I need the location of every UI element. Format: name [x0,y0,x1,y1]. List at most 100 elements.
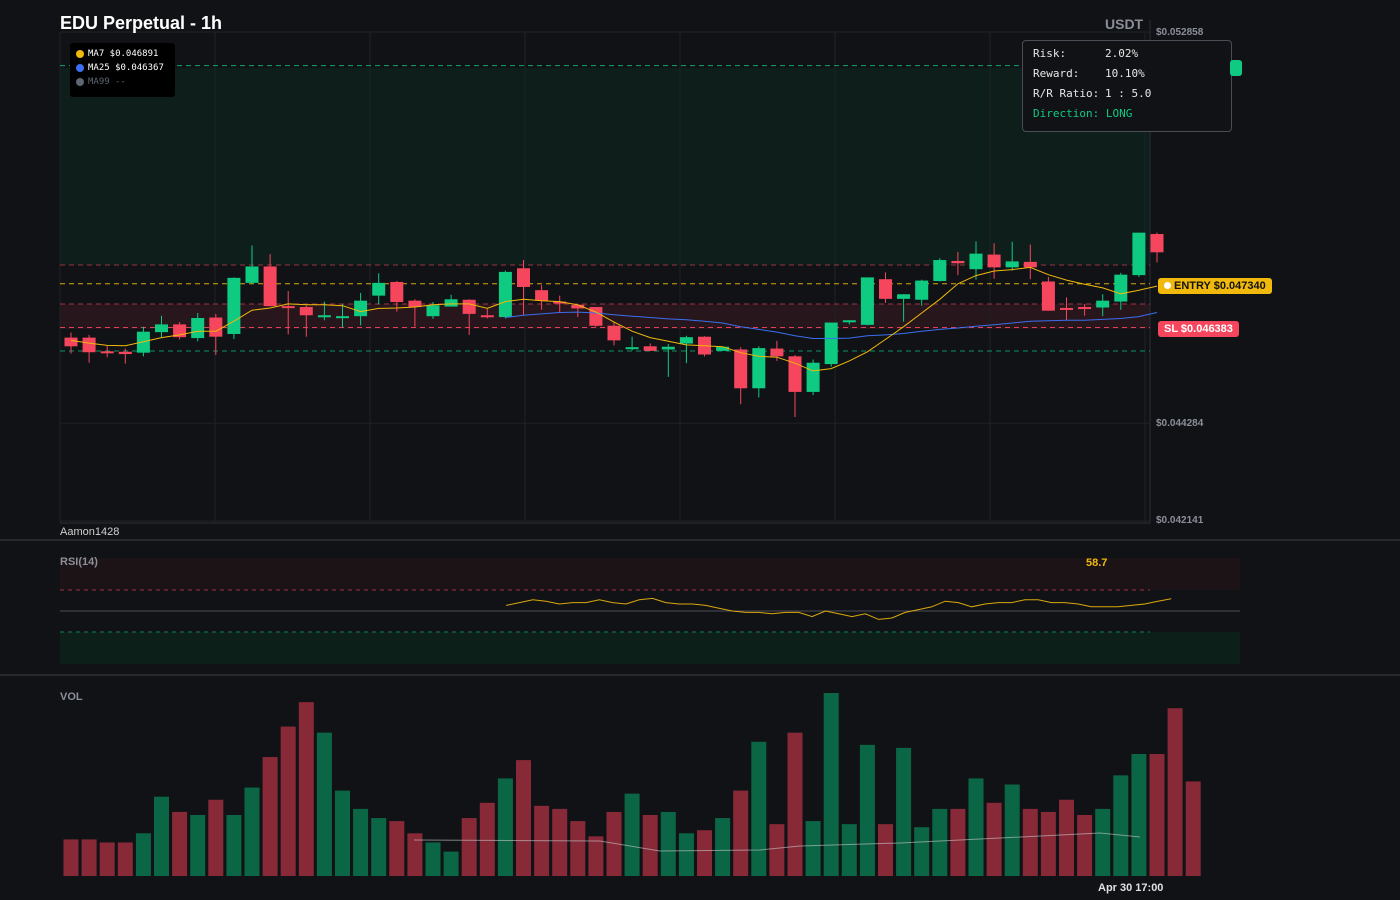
candle [64,332,78,354]
candle-body [643,346,657,351]
ma-legend: MA7 $0.046891 MA25 $0.046367 MA99 -- [70,43,175,97]
ma99-dot-icon [76,78,84,86]
volume-bar [316,732,332,876]
volume-bar [479,802,495,876]
volume-bar [606,811,622,876]
volume-bar [407,833,423,876]
candle-body [480,315,494,318]
candle-body [1060,307,1073,310]
candle-body [336,316,349,319]
volume-bar [642,815,658,876]
rsi-line [506,597,1172,620]
candle [987,243,1001,279]
candle [951,251,965,276]
candle-body [1023,261,1037,268]
candle [227,277,241,339]
candle [607,321,621,346]
candle [263,254,277,307]
stop-loss-tag[interactable]: SL $0.046383 [1158,321,1239,337]
legend-ma25[interactable]: MA25 $0.046367 [76,61,169,75]
volume-bar [1113,775,1129,876]
candle-body [770,348,784,357]
legend-ma7[interactable]: MA7 $0.046891 [76,47,169,61]
candle [1060,297,1073,321]
candle [173,322,187,340]
candle [716,346,730,351]
volume-bar [63,839,79,876]
candle [933,258,947,282]
ma25-label: MA25 $0.046367 [88,63,164,73]
candle-body [444,299,458,307]
candle-body [571,304,585,309]
candle-body [625,347,639,350]
candle-body [1078,307,1092,310]
candle-body [64,337,78,347]
candle-body [462,299,476,314]
volume-bar [914,827,930,876]
candle-body [317,315,331,318]
candle-body [1096,300,1110,308]
volume-bar [896,747,912,876]
candle [408,299,422,327]
candle [842,320,856,325]
volume-pane-label: VOL [60,691,83,703]
time-axis-label: Apr 30 17:00 [1098,882,1164,894]
ma7-label: MA7 $0.046891 [88,49,159,59]
volume-bar [697,830,712,876]
candle-body [281,306,295,309]
rsi-current-value: 58.7 [1086,557,1108,569]
volume-bar [1004,784,1020,876]
entry-price-tag[interactable]: ENTRY $0.047340 [1158,278,1272,294]
candle-body [354,300,368,317]
volume-bar [660,811,676,876]
candle-body [1005,261,1019,268]
candle-body [191,317,205,339]
take-profit-handle[interactable] [1230,60,1242,76]
candle [1096,294,1110,317]
candle-body [969,253,983,270]
candle [245,245,259,285]
candle-body [788,356,802,392]
volume-bar [154,796,169,876]
ratio-value: 1 : 5.0 [1105,87,1152,100]
risk-reward-panel: Risk: 2.02% Reward: 10.10% R/R Ratio: 1 : 5… [1022,40,1232,132]
candle [281,291,295,335]
candle [625,336,639,351]
volume-bar [1022,808,1038,876]
moving-averages [70,266,1158,372]
volume-ma-line [413,832,1141,852]
candle-body [607,325,621,341]
candle-body [752,348,766,389]
volume-bar [117,842,133,876]
candle-body [661,346,675,350]
candle [553,295,567,313]
volume-bar [823,693,839,876]
tp-zone [60,68,1150,265]
candle-body [1132,232,1146,276]
candle-body [897,294,911,299]
volume-bar [624,793,640,876]
legend-ma99[interactable]: MA99 -- [76,75,169,89]
ma7-dot-icon [76,50,84,58]
volume-bar [932,808,948,876]
reward-value: 10.10% [1105,67,1145,80]
volume-bar [353,808,369,876]
candle-body [879,279,892,299]
volume-bar [172,811,188,876]
ma25-line [505,311,1158,339]
candle [462,299,476,335]
candle [82,334,96,363]
ma7-line [70,266,1158,372]
candle [571,304,585,318]
volume-bar [1149,754,1165,876]
candle [734,347,748,405]
price-axis-top: $0.052858 [1156,27,1204,38]
reward-label: Reward: [1033,67,1080,80]
candle [897,294,911,322]
price-axis-bottom: $0.042141 [1156,515,1204,526]
candle-body [390,281,404,303]
volume-bar [715,818,731,876]
author-watermark: Aamon1428 [60,526,120,538]
entry-tag-label: ENTRY $0.047340 [1174,280,1266,292]
